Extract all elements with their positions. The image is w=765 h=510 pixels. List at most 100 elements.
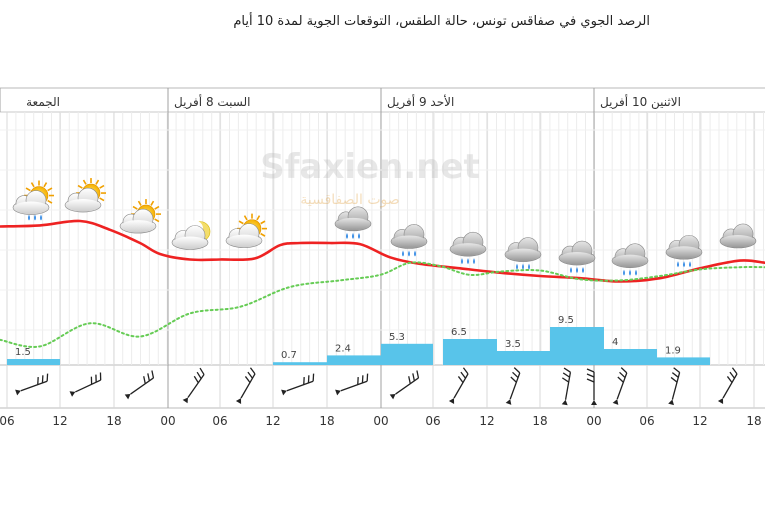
- rain-drop: [570, 267, 572, 274]
- precip-value-label: 1.5: [15, 347, 31, 358]
- wind-barb-head: [335, 389, 341, 396]
- wind-barb-feather: [512, 371, 519, 379]
- sun-ray: [238, 220, 244, 225]
- wind-barb-feather: [46, 373, 49, 382]
- cloud-fill: [560, 252, 594, 265]
- rain-drop: [473, 258, 475, 265]
- wind-barb-feather: [513, 367, 521, 374]
- sun-ray: [82, 179, 87, 185]
- wind-barb-feather: [726, 376, 733, 383]
- wind-barb-feather: [143, 376, 146, 384]
- precip-bars: 1.5 0.7 2.4 5.3 6.5 3.5 9.5 4 1.9: [7, 315, 710, 365]
- wind-barb-feather: [357, 376, 359, 385]
- cloud-fill: [667, 246, 701, 259]
- wind-barb-feather: [731, 367, 738, 375]
- precip-bar: [497, 351, 550, 365]
- hour-tick-label: 12: [265, 414, 280, 428]
- sun-ray: [77, 184, 83, 189]
- cloud-fill: [451, 243, 485, 256]
- sun-ray: [150, 200, 155, 206]
- sun-ray: [95, 179, 100, 185]
- cloud-icon: [719, 223, 757, 249]
- sun-ray: [154, 205, 160, 210]
- wind-barb-icon: [586, 368, 597, 405]
- wind-barb-shaft: [722, 373, 738, 399]
- sun-ray: [132, 205, 138, 210]
- day-label: الأحد 9 أفريل: [387, 94, 454, 110]
- rain-drop: [522, 263, 524, 270]
- chart-grid: [0, 87, 765, 409]
- wind-barb-feather: [412, 373, 416, 381]
- wind-barb-feather: [247, 371, 254, 379]
- wind-barb-icon: [717, 367, 738, 404]
- wind-barb-feather: [462, 367, 469, 375]
- wind-barb-icon: [448, 367, 469, 404]
- wind-barb-feather: [249, 367, 256, 375]
- wind-barb-head: [448, 398, 455, 404]
- cloud-fill: [613, 254, 647, 267]
- wind-barb-feather: [416, 370, 420, 379]
- wind-barb-feather: [617, 376, 624, 383]
- precip-value-label: 1.9: [665, 345, 681, 356]
- rain-drop: [358, 232, 360, 239]
- cloud-fill: [227, 234, 261, 247]
- wind-barb-head: [591, 400, 597, 405]
- hour-tick-label: 00: [373, 414, 388, 428]
- precip-bar: [443, 339, 497, 365]
- wind-barb-feather: [193, 375, 199, 384]
- hour-tick-label: 18: [106, 414, 121, 428]
- wind-barb-feather: [510, 376, 517, 383]
- wind-barb-feather: [303, 376, 305, 385]
- cloud-fill: [721, 234, 755, 247]
- wind-barb-feather: [408, 376, 411, 384]
- rain-drop: [582, 267, 584, 274]
- wind-barb-shaft: [240, 373, 256, 399]
- wind-barb-head: [668, 399, 674, 406]
- hour-tick-label: 18: [746, 414, 761, 428]
- wind-barb-icon: [15, 373, 49, 396]
- wind-barb-feather: [586, 373, 595, 378]
- wind-barb-icon: [69, 372, 102, 397]
- rain-drop: [352, 232, 354, 239]
- precip-bar: [550, 327, 604, 365]
- wind-barb-feather: [199, 367, 205, 375]
- wind-barb-feather: [586, 378, 595, 383]
- cloud-rain-icon: [390, 224, 428, 257]
- x-axis: 06 12 18 00 06 12 18 00 06 12 18 00 06 12 18: [0, 414, 762, 428]
- wind-barb-head: [235, 398, 242, 404]
- cloud-fill: [121, 220, 155, 233]
- wind-barb-shaft: [75, 379, 101, 393]
- wind-barb-feather: [671, 372, 679, 378]
- wind-barb-feather: [244, 376, 251, 383]
- day-label: الجمعة: [26, 95, 60, 109]
- wind-barb-head: [15, 389, 21, 396]
- hour-tick-label: 12: [52, 414, 67, 428]
- rain-drop: [467, 258, 469, 265]
- rain-drop: [629, 269, 631, 276]
- wind-barb-icon: [612, 367, 628, 405]
- sun-ray: [47, 199, 53, 204]
- wind-barb-shaft: [20, 380, 48, 392]
- precip-bar: [381, 343, 433, 365]
- precip-bar: [273, 362, 327, 365]
- temperature-lines: [0, 219, 765, 348]
- day-label: الاثنين 10 أفريل: [600, 94, 681, 110]
- rain-drop: [677, 261, 679, 268]
- hour-tick-label: 06: [0, 414, 15, 428]
- wind-barb-feather: [620, 367, 628, 374]
- wind-barb-shaft: [509, 372, 521, 400]
- hour-tick-label: 06: [212, 414, 227, 428]
- wind-barb-head: [612, 399, 619, 405]
- wind-barb-shaft: [453, 373, 469, 399]
- wind-barb-feather: [361, 375, 364, 383]
- precip-bar: [7, 359, 60, 365]
- cloud-fill: [173, 236, 207, 249]
- precip-bar: [657, 357, 710, 365]
- wind-barb-feather: [457, 376, 464, 383]
- cloud-rain-icon: [558, 240, 596, 274]
- rain-drop: [28, 214, 30, 221]
- sun-ray: [137, 200, 142, 206]
- wind-barb-feather: [562, 372, 570, 378]
- wind-barb-feather: [312, 373, 315, 382]
- wind-barb-feather: [99, 372, 102, 381]
